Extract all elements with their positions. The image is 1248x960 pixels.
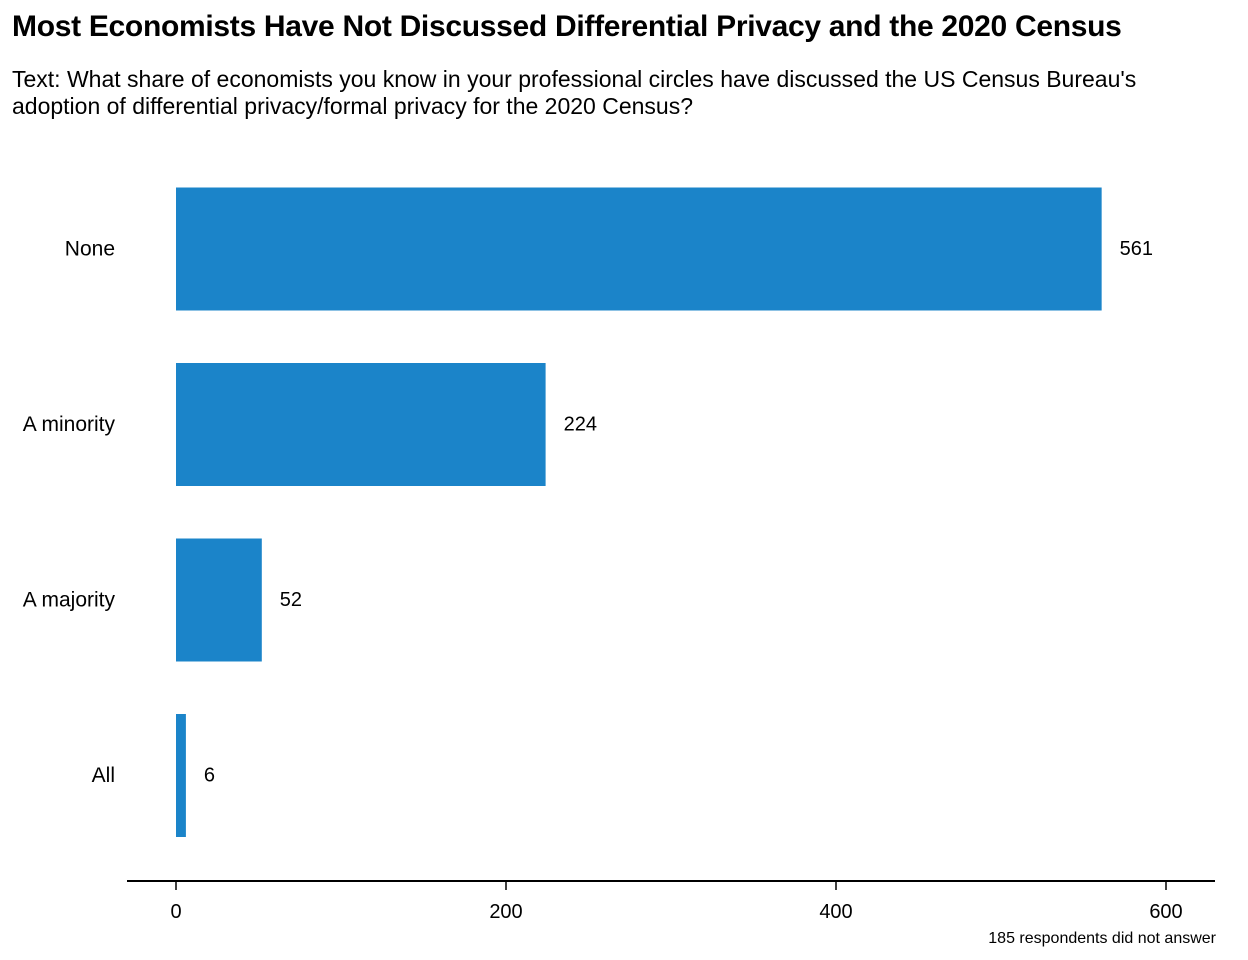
category-label-all: All [92, 764, 115, 787]
bar-none [176, 188, 1102, 311]
value-label-a-majority: 52 [280, 589, 302, 611]
chart-caption: 185 respondents did not answer [988, 930, 1216, 948]
x-axis: 0 200 400 600 [127, 881, 1215, 923]
x-tick-label-0: 0 [170, 901, 181, 923]
bar-a-minority [176, 363, 546, 486]
x-tick-label-200: 200 [489, 901, 522, 923]
value-label-none: 561 [1120, 238, 1153, 260]
category-label-a-minority: A minority [23, 413, 116, 436]
category-label-a-majority: A majority [23, 589, 116, 612]
bar-all [176, 714, 186, 837]
category-label-none: None [65, 238, 115, 261]
value-label-all: 6 [204, 765, 215, 787]
bar-a-majority [176, 539, 262, 662]
value-label-a-minority: 224 [564, 414, 597, 436]
x-tick-label-400: 400 [819, 901, 852, 923]
bars: None 561 A minority 224 A majority 52 All 6 [23, 188, 1153, 838]
x-tick-label-600: 600 [1149, 901, 1182, 923]
